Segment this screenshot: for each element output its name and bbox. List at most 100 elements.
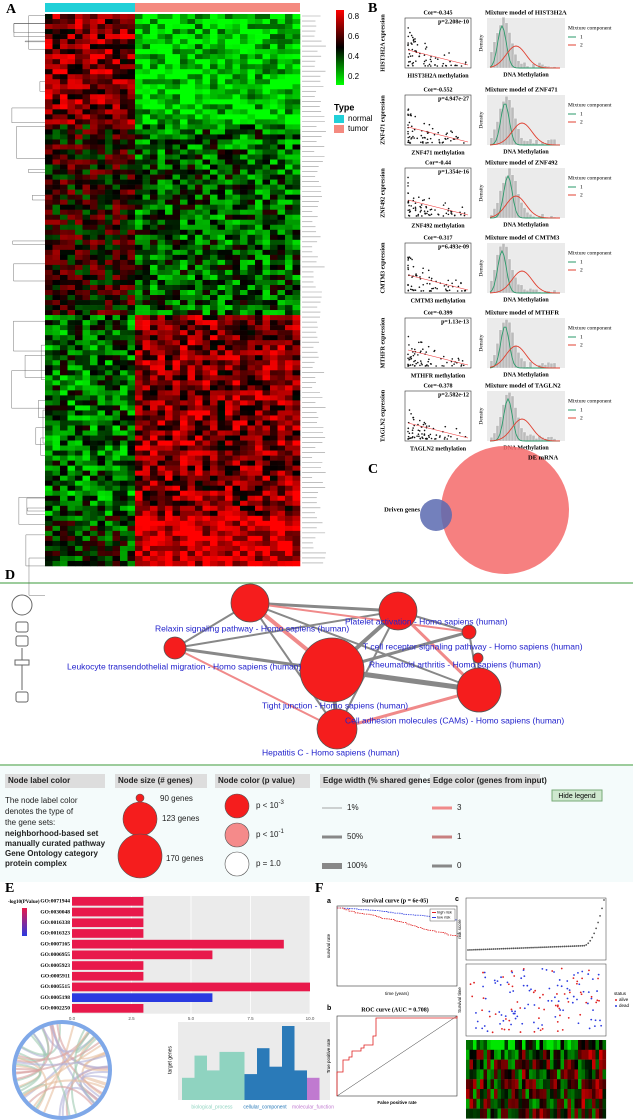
heatmap-cell [285,551,293,556]
status-point [515,1018,517,1020]
zoom-fit[interactable] [16,622,28,632]
network-node[interactable] [457,668,501,712]
heatmap-cell [270,390,278,395]
heatmap-cell [90,14,98,19]
heatmap-cell [180,44,188,49]
heatmap-cell [285,340,293,345]
heatmap-cell [263,425,271,430]
heatmap-cell [240,415,248,420]
heatmap-cell [203,400,211,405]
heatmap-cell [68,109,76,114]
heatmap-cell [68,195,76,200]
heatmap-cell [255,230,263,235]
heatmap-cell [113,420,121,425]
heatmap-cell [158,180,166,185]
heatmap-cell [143,360,151,365]
heatmap-cell [203,175,211,180]
heatmap-cell [248,551,256,556]
zoom-controls[interactable] [12,595,32,702]
scatter-point [420,211,422,213]
heatmap-cell [90,190,98,195]
network-node[interactable] [300,638,364,702]
heatmap-cell [165,14,173,19]
heatmap-cell [83,49,91,54]
heatmap-cell [83,350,91,355]
heatmap-cell [143,220,151,225]
heatmap-cell [285,49,293,54]
heatmap-cell [188,260,196,265]
scatter-point [424,65,426,67]
heatmap-cell [240,541,248,546]
zoom-handle[interactable] [15,660,29,665]
heatmap-cell [285,29,293,34]
network-node[interactable] [231,584,269,622]
heatmap-cell [180,360,188,365]
heatmap-cell [270,290,278,295]
heatmap-cell [225,355,233,360]
scatter-point [424,210,426,212]
scatter-point [424,434,426,436]
heatmap-cell [120,345,128,350]
network-node[interactable] [462,625,476,639]
button-label[interactable]: Hide legend [558,793,595,800]
status-point [520,1031,522,1033]
heatmap-cell [68,180,76,185]
heatmap-cell [60,175,68,180]
heatmap-cell [158,471,166,476]
heatmap-cell [285,506,293,511]
heatmap-cell [173,255,181,260]
heatmap-cell [210,300,218,305]
status-point [543,1009,545,1011]
heatmap-cell [90,49,98,54]
heatmap-cell [53,210,61,215]
heatmap-cell [45,44,53,49]
size-swatch [123,802,157,836]
heatmap-cell [158,29,166,34]
heatmap-cell [128,265,136,270]
heatmap-cell [143,235,151,240]
heatmap-cell [135,245,143,250]
heatmap-cell [120,235,128,240]
heatmap-cell [120,405,128,410]
heatmap-cell [225,255,233,260]
heatmap-cell [225,94,233,99]
scatter-point [407,36,409,38]
status-point [507,982,509,984]
heatmap-cell [165,165,173,170]
heatmap-cell [203,250,211,255]
heatmap-cell [248,255,256,260]
heatmap-cell [173,536,181,541]
heatmap-cell [45,436,53,441]
dendrogram [28,169,45,172]
scatter-point [414,353,416,355]
heatmap-cell [188,526,196,531]
heatmap-cell [248,44,256,49]
heatmap-cell [75,320,83,325]
heatmap-cell [128,165,136,170]
zoom-in[interactable] [16,636,28,646]
heatmap-cell [135,415,143,420]
category-bar [307,1078,320,1100]
scatter-point [412,432,414,434]
legend-header-text: Node color (p value) [218,776,295,785]
heatmap-cell [210,265,218,270]
histogram-bar [520,64,523,68]
heatmap-cell [173,506,181,511]
heatmap-cell [225,451,233,456]
heatmap-cell [98,355,106,360]
network-node[interactable] [164,637,186,659]
heatmap-cell [165,456,173,461]
heatmap-cell [150,149,158,154]
heatmap-cell [60,410,68,415]
heatmap-cell [113,405,121,410]
status-point [599,1020,601,1022]
status-point [502,976,504,978]
heatmap-cell [173,185,181,190]
category-bar [282,1026,295,1100]
status-point [551,1000,553,1002]
status-point [481,1027,483,1029]
pan-control[interactable] [12,595,32,615]
heatmap-cell [75,405,83,410]
zoom-out[interactable] [16,692,28,702]
node-label: Rheumatoid arthritis - Homo sapiens (hum… [369,659,541,669]
